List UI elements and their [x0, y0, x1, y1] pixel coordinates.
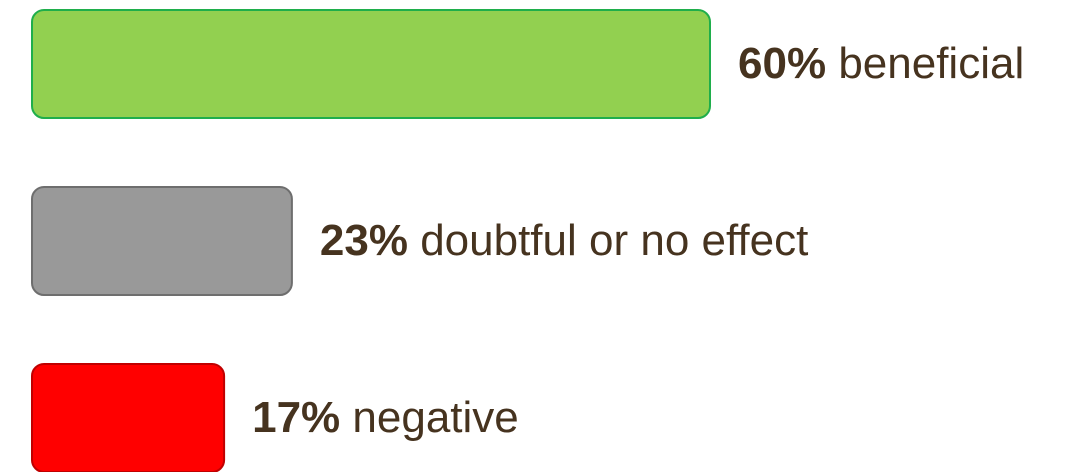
category-label: beneficial	[838, 39, 1024, 88]
value-label: 60%	[738, 39, 826, 88]
value-label: 17%	[252, 393, 340, 442]
bar-label: 60% beneficial	[738, 39, 1024, 88]
bar-label: 17% negative	[252, 393, 519, 442]
category-label: negative	[352, 393, 518, 442]
bar	[31, 186, 293, 296]
bar	[31, 9, 711, 119]
bar	[31, 363, 226, 472]
value-label: 23%	[320, 216, 408, 265]
category-label: doubtful or no effect	[420, 216, 808, 265]
bar-label: 23% doubtful or no effect	[320, 216, 808, 265]
